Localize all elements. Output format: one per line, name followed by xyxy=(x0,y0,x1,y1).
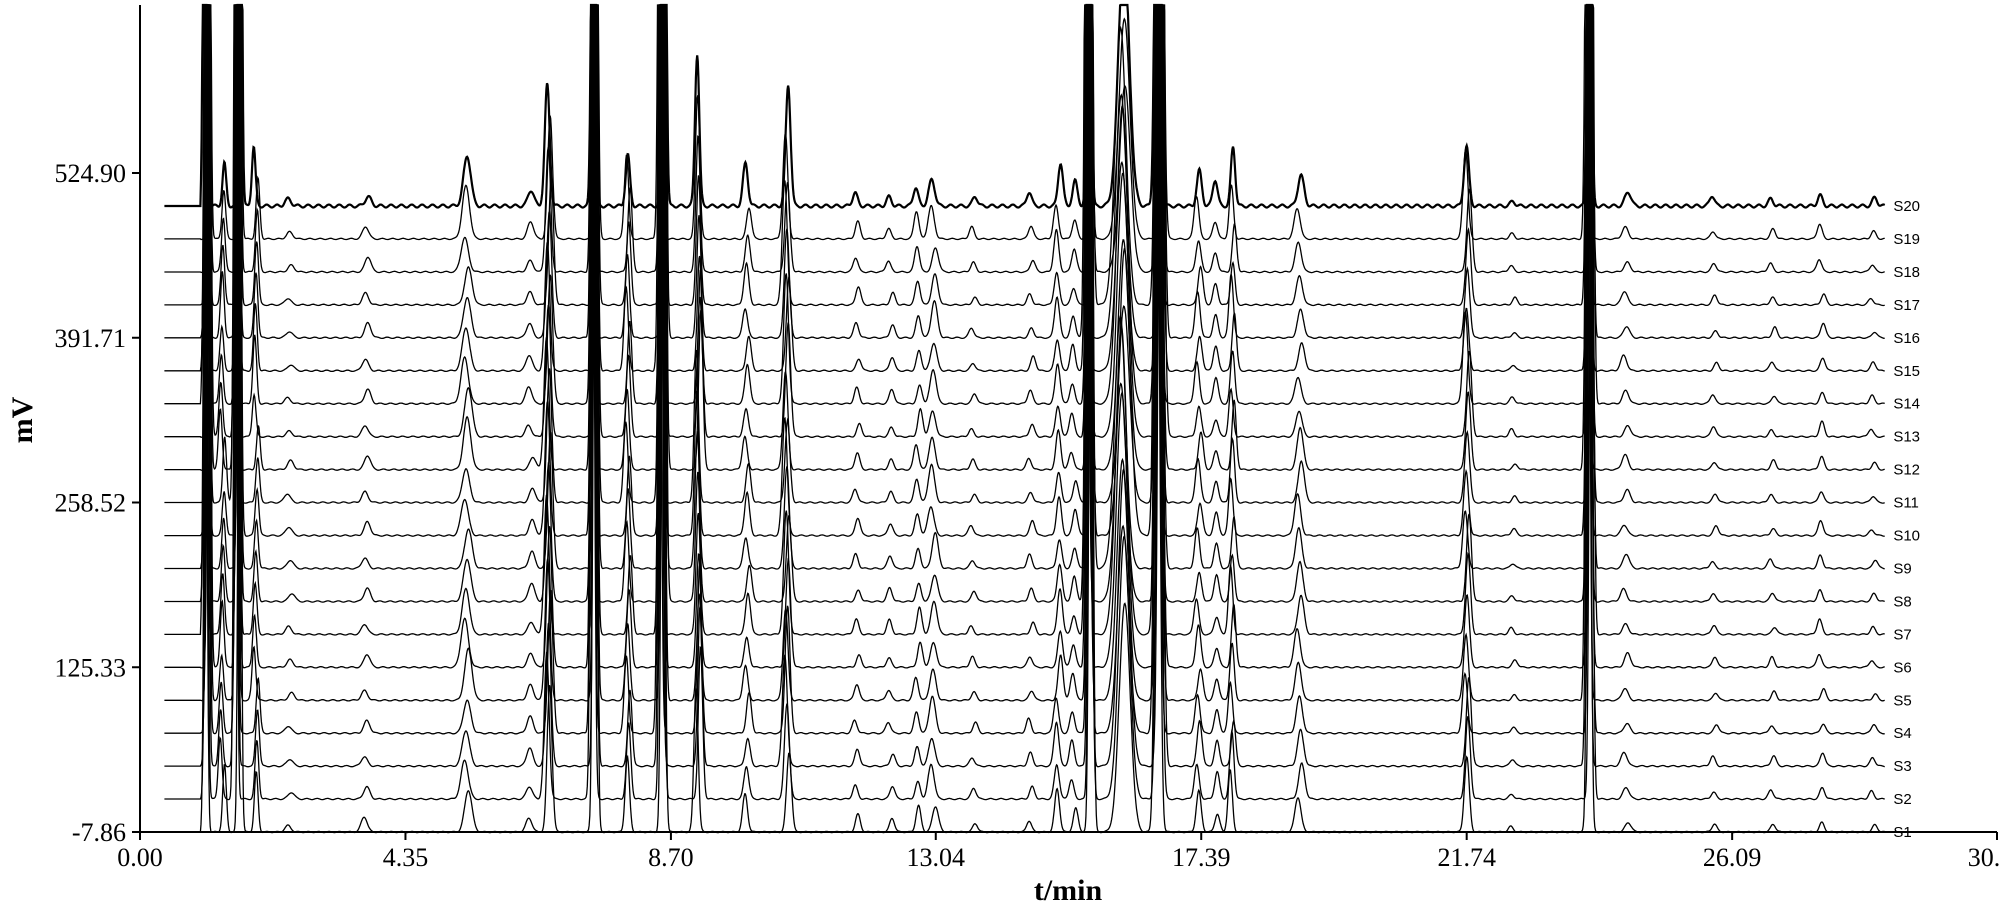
chromatogram-trace xyxy=(164,4,1885,307)
chromatogram-trace xyxy=(164,4,1885,274)
series-label: S1 xyxy=(1893,824,1911,841)
chromatogram-trace xyxy=(164,4,1885,603)
series-label: S19 xyxy=(1893,231,1920,248)
chromatogram-trace xyxy=(164,4,1885,834)
chromatogram-trace xyxy=(164,4,1885,636)
series-label: S3 xyxy=(1893,758,1911,775)
series-label: S13 xyxy=(1893,429,1920,446)
series-label: S4 xyxy=(1893,725,1911,742)
series-label: S20 xyxy=(1893,198,1920,215)
chromatogram-trace xyxy=(164,4,1885,801)
chromatogram-trace xyxy=(164,4,1885,570)
series-label: S9 xyxy=(1893,560,1911,577)
series-label: S14 xyxy=(1893,396,1920,413)
chromatogram-trace xyxy=(164,4,1885,537)
plot-area xyxy=(164,3,1886,834)
chromatogram-trace xyxy=(164,4,1885,504)
x-tick-label: 21.74 xyxy=(1437,843,1496,872)
chromatogram-trace xyxy=(164,4,1885,340)
x-tick-label: 26.09 xyxy=(1703,843,1762,872)
chromatogram-trace xyxy=(164,4,1885,702)
x-axis-ticks: 0.00 4.35 8.70 13.04 17.39 21.74 26.09 30.43 xyxy=(117,832,2000,872)
x-axis-title: t/min xyxy=(1034,874,1103,907)
y-tick-label: 391.71 xyxy=(55,324,127,353)
series-labels: S1 S2 S3 S4 S5 S6 S7 S8 S9 S10 S11 S12 S13 S14 S15 S16 S… xyxy=(1893,198,1920,841)
y-axis-title: mV xyxy=(6,396,39,443)
y-tick-label: 125.33 xyxy=(55,653,127,682)
series-label: S8 xyxy=(1893,593,1911,610)
y-axis-ticks: -7.86 125.33 258.52 391.71 524.90 xyxy=(55,159,140,847)
x-tick-label: 30.43 xyxy=(1968,843,2000,872)
series-label: S12 xyxy=(1893,462,1920,479)
series-label: S2 xyxy=(1893,791,1911,808)
series-label: S16 xyxy=(1893,330,1920,347)
series-label: S7 xyxy=(1893,626,1911,643)
chromatogram-trace xyxy=(164,4,1885,373)
chromatogram-trace xyxy=(164,4,1885,768)
x-tick-label: 4.35 xyxy=(383,843,429,872)
series-label: S6 xyxy=(1893,659,1911,676)
series-label: S15 xyxy=(1893,363,1920,380)
series-label: S5 xyxy=(1893,692,1911,709)
series-label: S10 xyxy=(1893,528,1920,545)
chromatogram-trace xyxy=(164,4,1885,438)
x-tick-label: 17.39 xyxy=(1172,843,1231,872)
y-tick-label: 524.90 xyxy=(55,159,127,188)
x-tick-label: 8.70 xyxy=(648,843,694,872)
y-tick-label: -7.86 xyxy=(72,818,126,847)
chromatogram-trace xyxy=(164,4,1885,471)
chromatogram-trace xyxy=(164,3,1886,209)
series-label: S18 xyxy=(1893,264,1920,281)
chromatogram-trace xyxy=(164,4,1885,241)
series-label: S17 xyxy=(1893,297,1920,314)
axes xyxy=(139,5,1997,833)
chromatogram-trace xyxy=(164,4,1885,735)
x-tick-label: 13.04 xyxy=(907,843,966,872)
chromatogram-trace xyxy=(164,4,1885,405)
series-label: S11 xyxy=(1893,495,1919,512)
chromatogram-trace xyxy=(164,4,1885,669)
x-tick-label: 0.00 xyxy=(117,843,163,872)
y-tick-label: 258.52 xyxy=(55,489,127,518)
